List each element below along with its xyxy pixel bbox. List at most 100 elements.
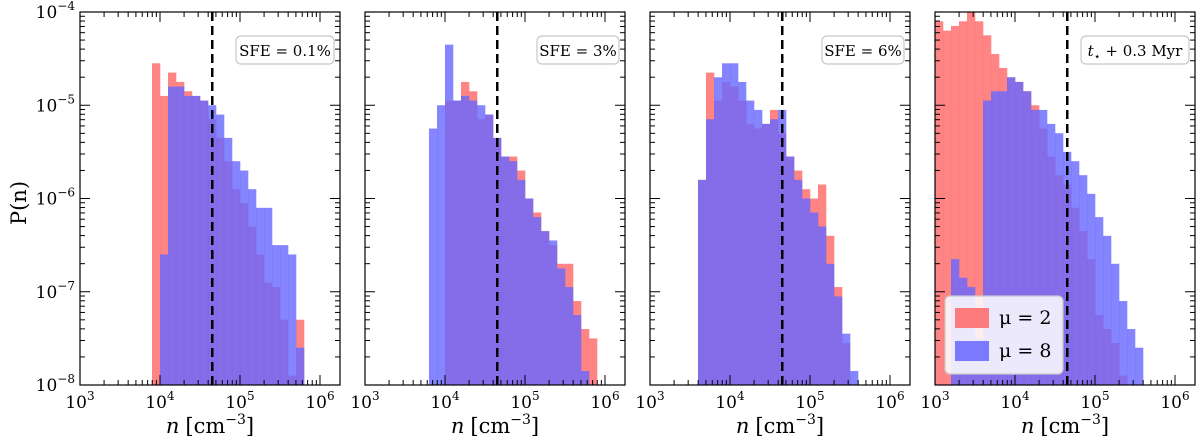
bar-mu2-17	[581, 329, 590, 385]
y-tick-label: 10−7	[36, 279, 75, 303]
bar-mu8-2	[176, 86, 185, 385]
series-mu8	[160, 86, 305, 386]
bar-mu8-19	[850, 371, 859, 385]
legend-swatch-mu2	[955, 308, 989, 328]
x-tick-label: 106	[1160, 389, 1189, 413]
bar-mu2-0	[152, 63, 161, 385]
bar-mu8-10	[509, 161, 518, 385]
y-tick-label: 10−6	[36, 186, 75, 210]
x-axis-label: n [cm−3]	[736, 412, 824, 438]
bar-mu8-10	[778, 109, 787, 385]
bar-mu8-6	[477, 105, 486, 385]
x-axis-label: n [cm−3]	[166, 412, 254, 438]
legend: μ = 2 μ = 8	[944, 295, 1064, 375]
annotation-frame	[536, 35, 620, 65]
bar-mu8-17	[565, 287, 574, 385]
bar-mu8-17	[1087, 193, 1096, 385]
bar-mu8-21	[1119, 301, 1128, 385]
ticks	[649, 11, 910, 386]
bar-mu8-0	[160, 254, 169, 385]
bar-mu8-8	[224, 137, 233, 385]
y-tick-label: 10−4	[36, 0, 76, 23]
annotation-text: SFE = 6%	[824, 42, 902, 60]
bar-mu8-13	[802, 198, 811, 385]
bar-mu8-9	[770, 119, 779, 386]
bar-mu8-5	[469, 100, 478, 385]
x-tick-label: 104	[1000, 389, 1030, 413]
bar-mu8-8	[762, 123, 771, 386]
x-tick-label: 105	[510, 389, 539, 413]
series-mu8	[429, 44, 590, 386]
bar-mu8-18	[1095, 217, 1104, 385]
x-tick-label: 106	[875, 389, 904, 413]
y-tick-label: 10−5	[36, 92, 75, 116]
bar-mu8-7	[485, 114, 494, 385]
bar-mu8-2	[445, 44, 454, 385]
annotation-box: SFE = 3%	[536, 35, 620, 65]
annotation-box: t⋆ + 0.3 Myr	[1080, 35, 1190, 65]
bar-mu8-12	[256, 207, 265, 385]
bar-mu8-18	[573, 315, 582, 385]
annotation-frame	[821, 35, 905, 65]
bar-mu8-11	[248, 189, 257, 385]
bar-mu8-11	[786, 156, 795, 385]
bar-mu8-10	[1031, 109, 1040, 385]
bar-mu8-22	[1127, 329, 1136, 385]
bar-mu8-16	[1079, 175, 1088, 385]
x-tick-label: 104	[145, 389, 175, 413]
bar-mu8-15	[1071, 161, 1080, 385]
annotation-frame	[235, 35, 335, 65]
bar-mu8-13	[533, 217, 542, 385]
panel-1: 103 104 105 106 10−8 10−7 10−6 10−5 10−4 n [cm−3] S…	[36, 0, 341, 438]
bar-mu8-11	[1039, 109, 1048, 385]
bar-mu8-5	[200, 100, 209, 385]
bar-mu8-6	[999, 91, 1008, 385]
bar-mu8-0	[429, 128, 438, 385]
bar-mu8-17	[296, 347, 305, 385]
bar-mu8-13	[1055, 133, 1064, 385]
bar-mu8-3	[184, 95, 193, 386]
bar-mu8-3	[453, 100, 462, 385]
bar-mu2-18	[589, 338, 598, 386]
bar-mu8-1	[437, 105, 446, 385]
annotation-box: SFE = 0.1%	[235, 35, 335, 65]
x-tick-label: 103	[920, 389, 949, 413]
x-tick-label: 103	[635, 389, 664, 413]
bar-mu8-15	[280, 245, 289, 386]
x-tick-label: 103	[65, 389, 94, 413]
x-tick-label: 103	[350, 389, 379, 413]
bar-mu2-1	[160, 95, 169, 386]
bar-mu8-5	[738, 81, 747, 385]
bar-mu8-4	[192, 95, 201, 386]
bar-mu2-5	[975, 21, 984, 385]
x-tick-label: 105	[225, 389, 254, 413]
annotation-text: t⋆ + 0.3 Myr	[1088, 42, 1183, 63]
panel-frame	[364, 11, 626, 386]
bar-mu8-12	[525, 198, 534, 385]
panel-3: 103 104 105 106 n [cm−3] SFE = 6%	[635, 11, 911, 438]
bar-mu8-9	[501, 156, 510, 385]
bar-mu8-4	[730, 63, 739, 385]
ticks	[79, 11, 340, 386]
bar-mu8-13	[264, 207, 273, 385]
series-mu8	[698, 63, 859, 386]
bar-mu8-23	[1135, 347, 1144, 385]
bar-mu8-1	[706, 119, 715, 386]
bar-mu8-18	[842, 333, 851, 385]
y-tick-label: 10−8	[36, 372, 75, 396]
bar-mu8-6	[746, 100, 755, 385]
annotation-frame	[1080, 35, 1190, 65]
bar-mu8-15	[818, 226, 827, 385]
bar-mu2-4	[967, 12, 976, 385]
bar-mu8-9	[232, 161, 241, 385]
bar-mu8-1	[168, 86, 177, 385]
bar-mu8-19	[1103, 235, 1112, 385]
bar-mu2-1	[943, 30, 952, 386]
x-tick-label: 105	[1080, 389, 1109, 413]
bar-mu8-17	[834, 296, 843, 385]
bar-mu8-4	[461, 95, 470, 386]
bar-mu8-12	[1047, 123, 1056, 386]
bar-mu8-8	[1015, 81, 1024, 385]
